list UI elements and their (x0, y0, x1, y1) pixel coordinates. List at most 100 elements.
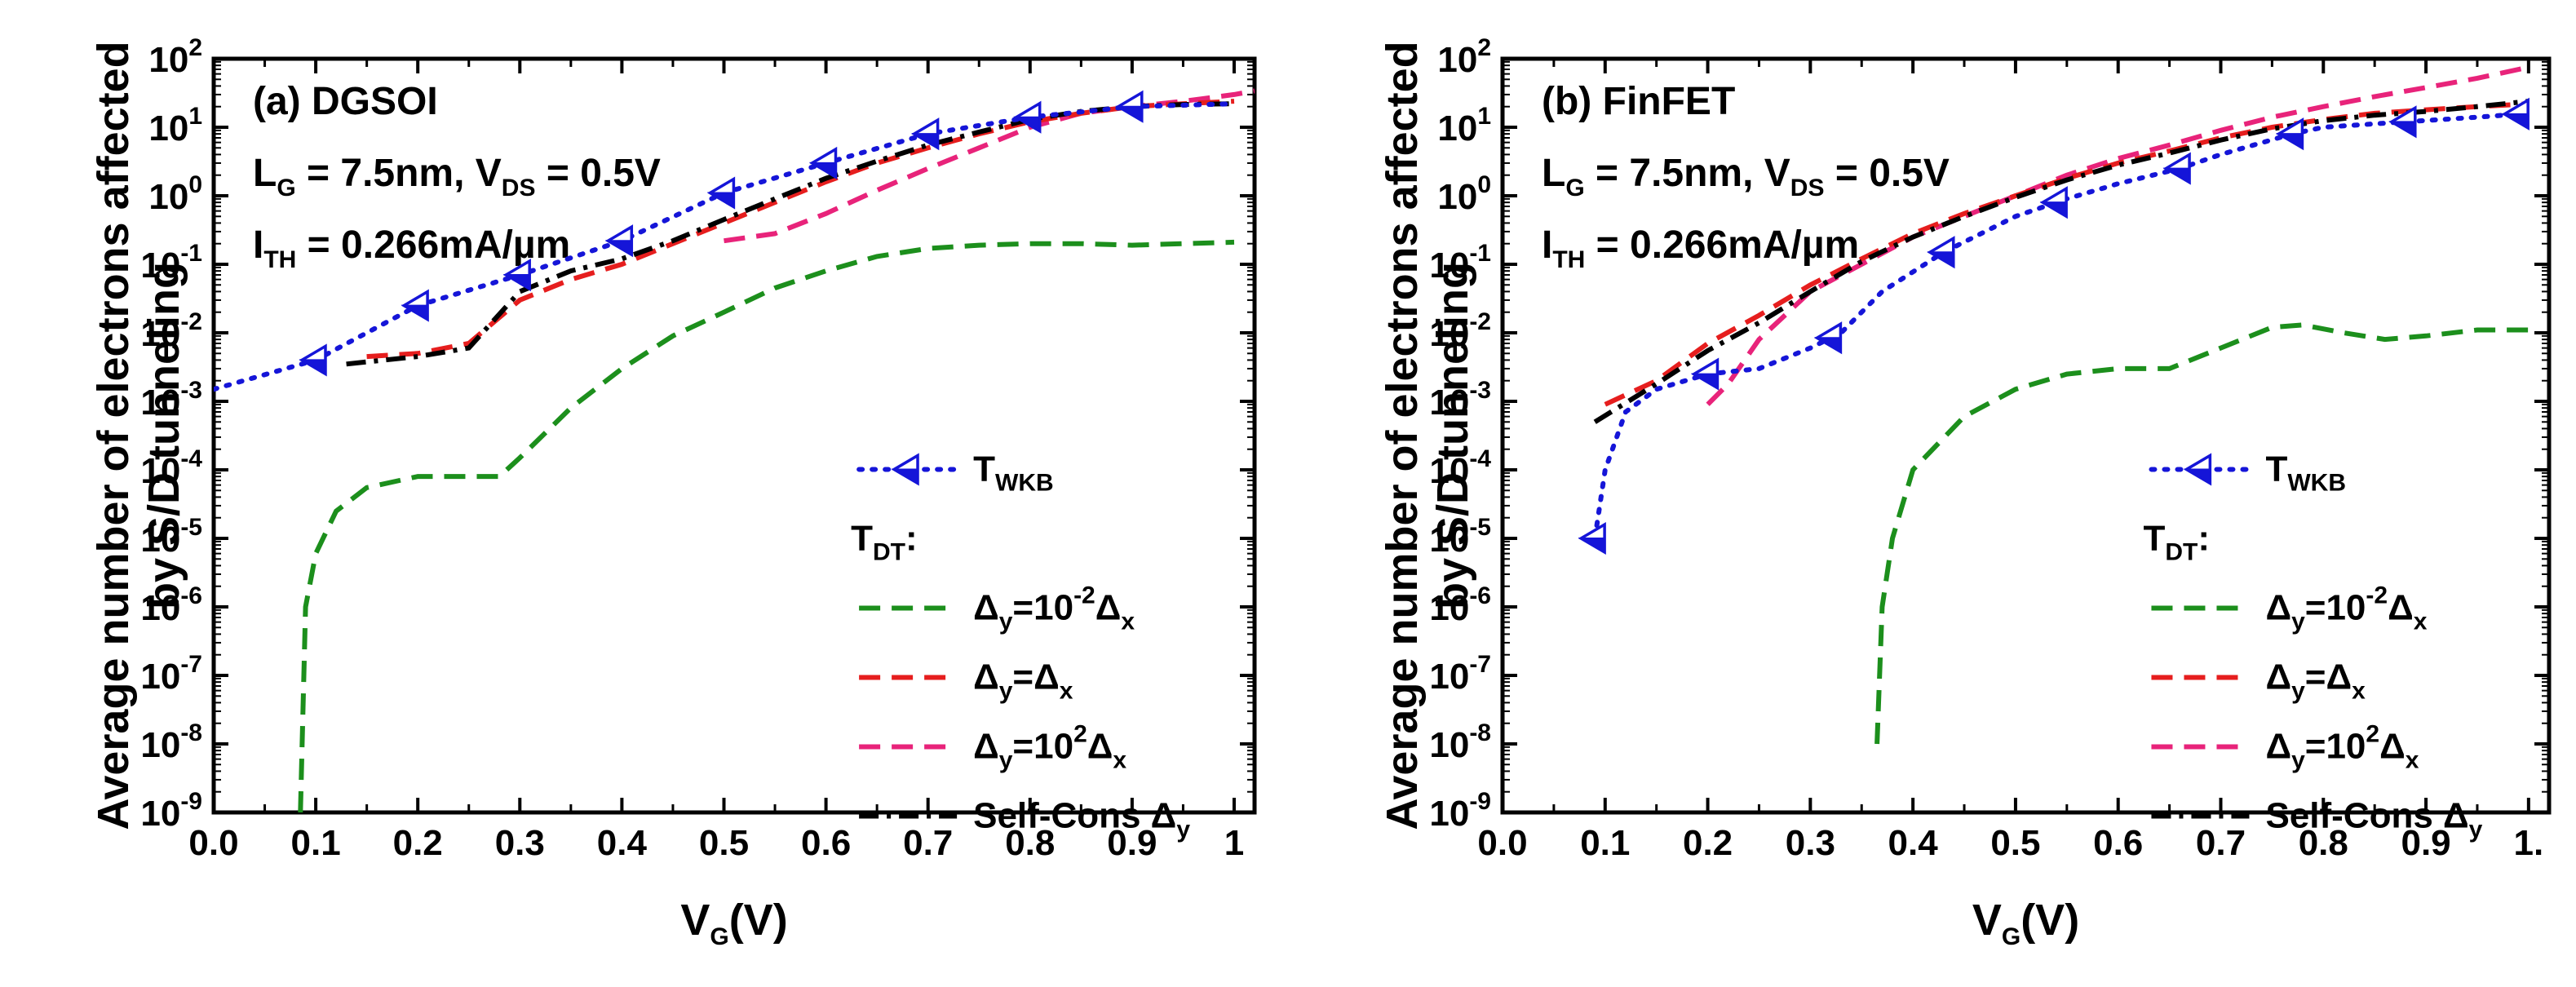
x-tick-label: 0.4 (1888, 823, 1939, 863)
series-marker-fill-wkb (2275, 133, 2304, 149)
x-tick-label: 0.5 (1990, 823, 2040, 863)
y-axis-title-line: Average number of electrons affected (89, 41, 138, 830)
series-marker-fill-wkb (604, 240, 633, 256)
legend-label-dy_0: Δy=Δx (2265, 657, 2366, 704)
y-tick-label: 100 (1437, 171, 1491, 217)
series-line-selfcons (346, 101, 1235, 367)
panel-a: 0.0 0.1 0.2 0.3 0.4 0.5 0.6 0.7 0.8 0.9 1 102 101 100… (89, 34, 1257, 950)
y-tick-label: 10-3 (1429, 377, 1491, 423)
series-marker-fill-wkb (1013, 116, 1041, 133)
y-tick-label: 10-4 (1429, 445, 1491, 491)
legend: TWKB TDT: Δy=10-2Δx Δy=Δx Δy=102Δx Self-Cons … (2143, 449, 2482, 843)
panel-annotation-2: ITH = 0.266mA/µm (253, 224, 570, 273)
series-marker-fill-wkb (2501, 113, 2530, 130)
y-axis-title-line: by S/D tunneling (139, 262, 188, 609)
x-tick-label: 1 (1224, 823, 1244, 863)
legend-label-selfcons: Self-Cons Δy (973, 795, 1190, 843)
y-tick-label: 10-5 (140, 514, 202, 560)
legend-label-dy_p2: Δy=102Δx (2265, 720, 2419, 773)
x-tick-label: 0.0 (188, 823, 238, 863)
y-tick-label: 10-8 (1429, 719, 1491, 765)
legend-label-dy_p2: Δy=102Δx (973, 720, 1126, 773)
x-tick-label: 0.7 (2196, 823, 2246, 863)
series-marker-fill-wkb (1115, 105, 1143, 122)
legend-label-wkb: TWKB (2265, 449, 2346, 496)
x-tick-label: 0.0 (1477, 823, 1527, 863)
legend-label-dy_0: Δy=Δx (973, 657, 1073, 704)
panel-annotation-2: ITH = 0.266mA/µm (1542, 224, 1859, 273)
plot-frame (1500, 56, 2552, 815)
series-line-dy_m2 (298, 239, 1235, 812)
x-tick-label: 0.3 (495, 823, 545, 863)
x-tick-label: 0.7 (903, 823, 953, 863)
x-tick-label: 0.9 (2401, 823, 2450, 863)
y-tick-label: 10-5 (1429, 514, 1491, 560)
series-marker-fill-wkb (1927, 251, 1954, 268)
series-marker-fill-wkb (2039, 201, 2068, 218)
legend-label-wkb: TWKB (973, 449, 1054, 496)
y-tick-label: 100 (148, 171, 202, 217)
y-tick-label: 10-4 (140, 445, 202, 491)
y-axis-title: Average number of electrons affected by S… (1378, 41, 1477, 830)
x-axis-title: VG(V) (1972, 896, 2079, 950)
panel-annotation-1: LG = 7.5nm, VDS = 0.5V (1542, 152, 1950, 201)
series-marker-fill-wkb (808, 162, 837, 179)
plot-area (1578, 64, 2531, 745)
y-axis-title-line: Average number of electrons affected (1378, 41, 1427, 830)
series-marker-fill-wkb (1690, 373, 1719, 390)
y-tick-label: 10-1 (1429, 240, 1491, 285)
series-marker-fill-wkb (911, 133, 939, 149)
y-tick-label: 101 (1437, 103, 1491, 148)
series-marker-fill-wkb (2388, 121, 2416, 138)
legend: TWKB TDT: Δy=10-2Δx Δy=Δx Δy=102Δx Self-Cons … (851, 449, 1190, 843)
x-tick-label: 0.6 (2093, 823, 2143, 863)
plot-area (214, 88, 1255, 812)
series-line-selfcons (1593, 99, 2530, 424)
y-tick-label: 10-3 (140, 377, 202, 423)
x-tick-label: 0.2 (393, 823, 443, 863)
y-axis-title: Average number of electrons affected by S… (89, 41, 188, 830)
series-marker-fill-wkb (2162, 167, 2191, 184)
x-tick-label: 0.9 (1107, 823, 1157, 863)
legend-marker-fill-wkb (891, 468, 919, 485)
x-tick-label: 0.8 (1005, 823, 1055, 863)
legend-label-dy_m2: Δy=10-2Δx (2265, 582, 2427, 635)
x-tick-label: 0.2 (1683, 823, 1733, 863)
panel-b: 0.0 0.1 0.2 0.3 0.4 0.5 0.6 0.7 0.8 0.9 1. 102 101 10… (1378, 34, 2552, 950)
series-marker-fill-wkb (502, 274, 531, 290)
y-tick-label: 10-7 (1429, 651, 1491, 697)
y-axis-title-line: by S/D tunneling (1428, 262, 1477, 609)
series-marker-fill-wkb (299, 359, 326, 376)
x-tick-label: 0.4 (597, 823, 648, 863)
legend-label-header: TDT: (2143, 518, 2210, 565)
series-marker-fill-wkb (1813, 337, 1842, 353)
y-tick-label: 10-2 (1429, 308, 1491, 354)
y-tick-label: 10-9 (140, 788, 202, 834)
series-line-wkb (1592, 110, 2531, 541)
x-tick-label: 0.3 (1786, 823, 1835, 863)
y-tick-label: 10-7 (140, 651, 202, 697)
legend-label-selfcons: Self-Cons Δy (2265, 795, 2482, 843)
x-axis-title: VG(V) (680, 896, 787, 950)
legend-label-dy_m2: Δy=10-2Δx (973, 582, 1135, 635)
series-marker-fill-wkb (401, 304, 429, 321)
y-tick-label: 10-6 (1429, 582, 1491, 628)
x-tick-label: 0.8 (2299, 823, 2348, 863)
legend-marker-fill-wkb (2183, 468, 2211, 485)
series-line-dy_m2 (1874, 322, 2529, 745)
y-tick-label: 10-6 (140, 582, 202, 628)
panel-annotation-0: (b) FinFET (1542, 80, 1735, 123)
y-tick-label: 10-9 (1429, 788, 1491, 834)
x-tick-label: 0.1 (291, 823, 341, 863)
x-tick-label: 0.1 (1580, 823, 1630, 863)
y-tick-label: 10-1 (140, 240, 202, 285)
y-tick-label: 102 (148, 34, 202, 80)
series-line-dy_p2 (724, 88, 1255, 244)
plot-frame (211, 56, 1257, 815)
panel-annotation-1: LG = 7.5nm, VDS = 0.5V (253, 152, 661, 201)
x-tick-label: 1. (2513, 823, 2543, 863)
y-tick-label: 10-8 (140, 719, 202, 765)
y-tick-label: 101 (148, 103, 202, 148)
series-marker-fill-wkb (1578, 538, 1606, 554)
